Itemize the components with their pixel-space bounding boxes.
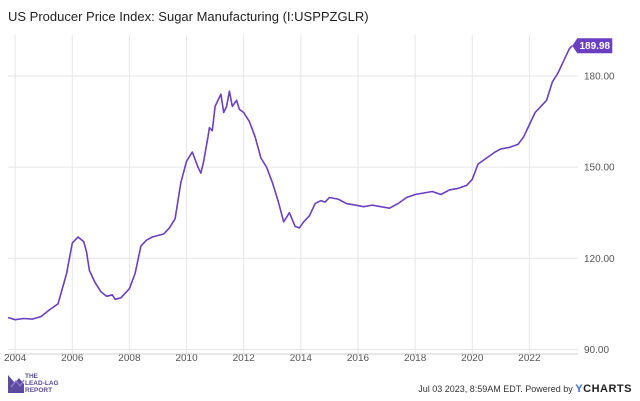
x-tick-label: 2014: [290, 353, 313, 364]
y-tick-label: 120.00: [584, 254, 615, 265]
ycharts-logo[interactable]: YCHARTS: [575, 383, 632, 395]
y-tick-label: 180.00: [584, 72, 615, 83]
last-value-label: 189.98: [572, 38, 613, 54]
lead-lag-report-text: THE LEAD-LAG REPORT: [25, 373, 59, 394]
x-tick-label: 2022: [518, 353, 541, 364]
series-line: [7, 45, 573, 321]
x-tick-label: 2004: [4, 353, 27, 364]
logo-line-3: REPORT: [25, 387, 53, 394]
y-tick-label: 150.00: [584, 163, 615, 174]
x-tick-label: 2010: [175, 353, 198, 364]
lead-lag-logo: [8, 375, 25, 393]
grid-lines: [8, 35, 578, 354]
last-value-badge: [572, 38, 613, 54]
y-axis: 90.00 120.00 150.00 180.00: [584, 72, 615, 356]
x-tick-label: 2008: [118, 353, 141, 364]
last-value-text: 189.98: [579, 41, 610, 52]
logo-line-1: THE: [25, 373, 38, 380]
footer-credit: Jul 03 2023, 8:59AM EDT. Powered by YCHA…: [418, 383, 632, 395]
chart-title: US Producer Price Index: Sugar Manufactu…: [8, 9, 369, 24]
timestamp: Jul 03 2023, 8:59AM EDT.: [418, 384, 523, 394]
x-tick-label: 2020: [461, 353, 484, 364]
x-axis: 2004 2006 2008 2010 2012 2014 2016 2018 2020 2022: [4, 353, 578, 364]
x-tick-label: 2006: [61, 353, 84, 364]
x-tick-label: 2016: [347, 353, 370, 364]
powered-by: Powered by: [525, 384, 573, 394]
logo-line-2: LEAD-LAG: [25, 380, 59, 387]
x-tick-label: 2018: [404, 353, 427, 364]
x-tick-label: 2012: [233, 353, 256, 364]
y-tick-label: 90.00: [584, 345, 609, 356]
